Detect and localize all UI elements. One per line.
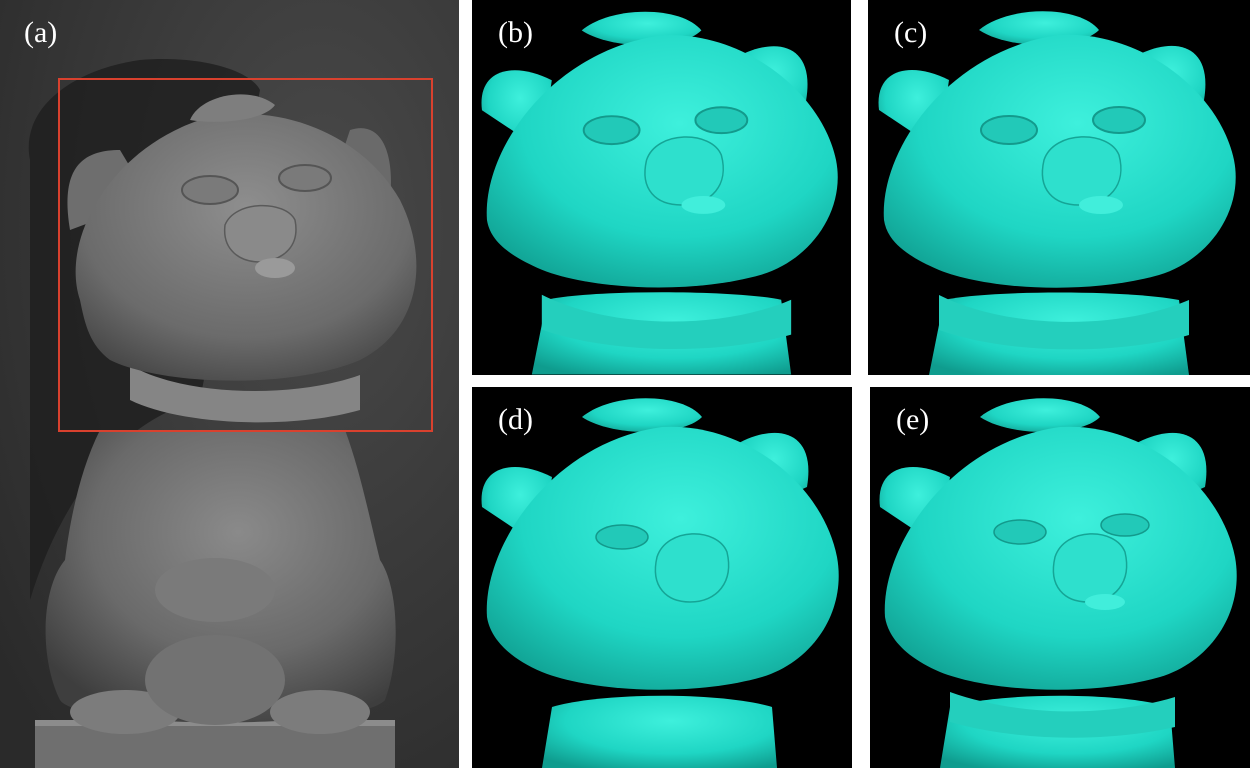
reconstruction-panel-b: (b) [472, 0, 851, 375]
reconstruction-render-e [870, 387, 1250, 768]
photo-panel-a: (a) [0, 0, 459, 768]
panel-label-b: (b) [498, 16, 533, 49]
reconstruction-render-d [472, 387, 852, 768]
panel-label-a: (a) [24, 16, 58, 49]
reconstruction-panel-d: (d) [472, 387, 852, 768]
reconstruction-render-c [869, 0, 1249, 375]
panel-label-d: (d) [498, 403, 533, 436]
panel-label-c: (c) [894, 16, 928, 49]
panel-label-e: (e) [896, 403, 930, 436]
statue-photo [0, 0, 459, 768]
reconstruction-render-b [472, 0, 851, 375]
reconstruction-panel-c: (c) [868, 0, 1250, 375]
region-highlight-box [58, 78, 433, 432]
reconstruction-panel-e: (e) [870, 387, 1250, 768]
